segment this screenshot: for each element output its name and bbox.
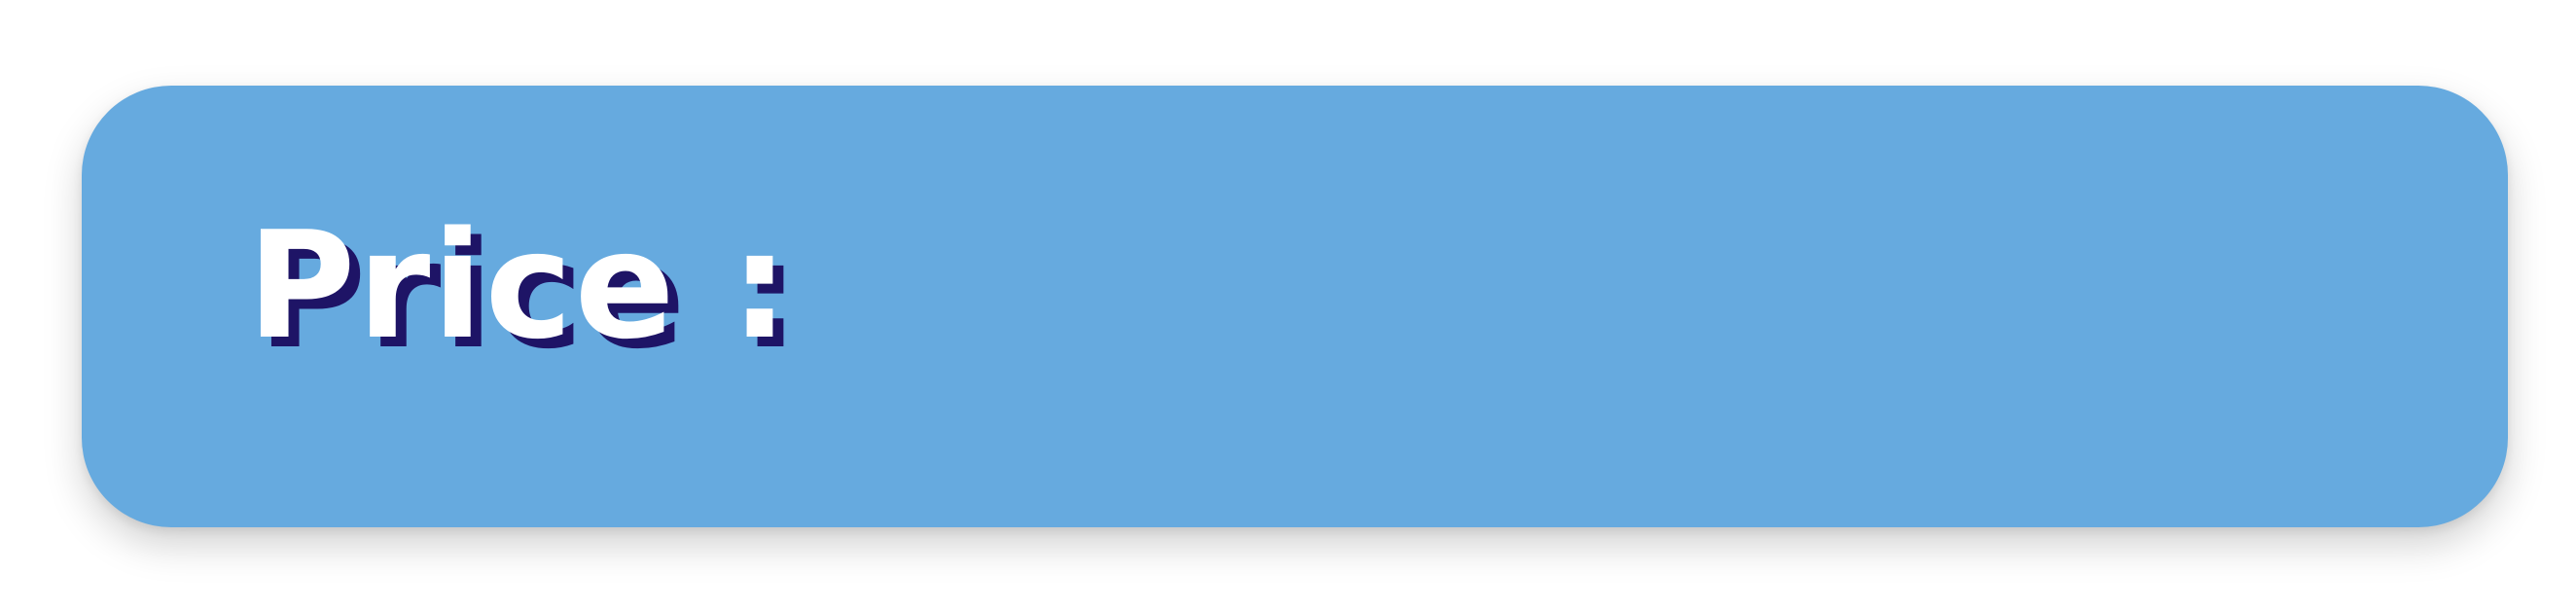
price-label: Price : <box>247 199 792 372</box>
price-card: Price : <box>82 86 2508 527</box>
